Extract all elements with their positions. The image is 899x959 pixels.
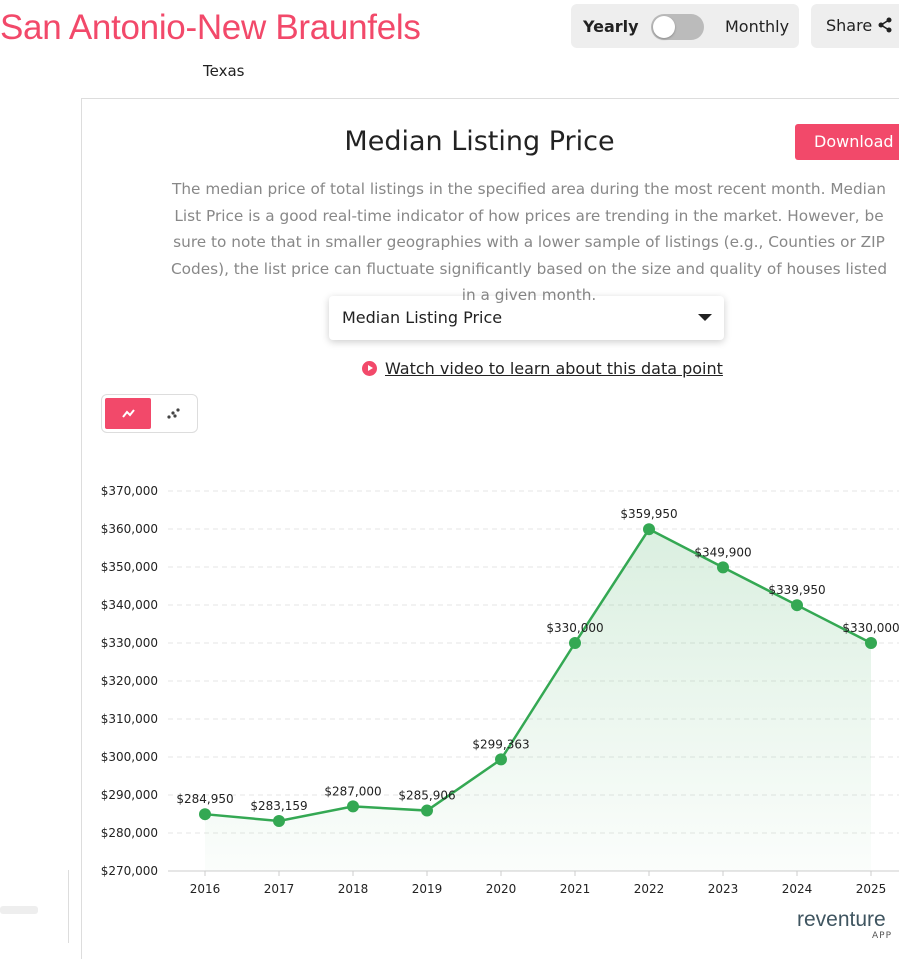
y-tick-label: $330,000 — [101, 636, 158, 650]
y-tick-label: $270,000 — [101, 864, 158, 878]
metric-select-value: Median Listing Price — [342, 308, 503, 327]
series-line — [204, 527, 872, 823]
scatter-chart-button[interactable] — [154, 398, 194, 429]
x-tick-label: 2024 — [782, 882, 813, 896]
data-point — [421, 804, 433, 817]
data-point — [865, 637, 877, 649]
chart-card — [81, 98, 899, 959]
y-tick-label: $350,000 — [101, 560, 158, 574]
data-point — [273, 814, 285, 827]
chart-title: Median Listing Price — [344, 126, 615, 157]
data-point — [495, 753, 507, 766]
sidebar-scrollbar[interactable] — [0, 906, 38, 914]
x-tick-label: 2017 — [264, 882, 295, 896]
data-label: $339,950 — [768, 583, 825, 597]
data-point — [643, 523, 655, 536]
data-label: $349,900 — [694, 545, 751, 559]
page-subtitle: Texas — [203, 62, 245, 80]
caret-down-icon — [698, 314, 712, 321]
share-icon — [878, 17, 892, 33]
y-tick-label: $340,000 — [101, 598, 158, 612]
area-fill — [205, 529, 871, 871]
data-label: $299,363 — [472, 737, 529, 751]
x-tick-label: 2020 — [486, 882, 517, 896]
data-point — [569, 637, 581, 649]
data-label: $287,000 — [324, 784, 381, 798]
toggle-knob — [653, 16, 675, 38]
chart-type-toggle[interactable] — [101, 394, 198, 433]
scatter-chart-icon — [167, 408, 180, 419]
data-label: $359,950 — [620, 507, 677, 521]
x-tick-label: 2016 — [190, 882, 221, 896]
share-label: Share — [826, 16, 873, 35]
y-tick-label: $310,000 — [101, 712, 158, 726]
y-tick-label: $360,000 — [101, 522, 158, 536]
data-point — [717, 561, 729, 574]
data-label: $283,159 — [250, 799, 307, 813]
share-button[interactable]: Share — [811, 4, 899, 48]
data-point — [199, 808, 211, 821]
y-tick-label: $290,000 — [101, 788, 158, 802]
x-tick-label: 2025 — [856, 882, 887, 896]
reventure-logo-sub: APP — [872, 931, 893, 941]
x-tick-label: 2021 — [560, 882, 591, 896]
toggle-switch[interactable] — [651, 14, 704, 40]
toggle-yearly-label[interactable]: Yearly — [583, 17, 639, 36]
x-tick-label: 2018 — [338, 882, 369, 896]
x-tick-label: 2019 — [412, 882, 443, 896]
video-link-text[interactable]: Watch video to learn about this data poi… — [385, 359, 723, 378]
metric-select[interactable]: Median Listing Price — [329, 296, 724, 340]
y-tick-label: $300,000 — [101, 750, 158, 764]
y-tick-label: $370,000 — [101, 484, 158, 498]
line-chart-button[interactable] — [105, 398, 151, 429]
y-tick-label: $280,000 — [101, 826, 158, 840]
data-label: $330,000 — [546, 621, 603, 635]
video-link[interactable]: Watch video to learn about this data poi… — [362, 359, 723, 378]
reventure-logo: reventure — [797, 908, 886, 931]
data-point — [347, 800, 359, 813]
data-point — [791, 599, 803, 612]
page-title: San Antonio-New Braunfels — [0, 8, 421, 47]
data-label: $330,000 — [842, 621, 899, 635]
x-tick-label: 2022 — [634, 882, 665, 896]
data-label: $284,950 — [176, 792, 233, 806]
frequency-toggle[interactable]: Yearly Monthly — [571, 4, 799, 48]
line-chart-icon — [122, 409, 135, 418]
download-button[interactable]: Download Data — [795, 124, 899, 160]
y-tick-label: $320,000 — [101, 674, 158, 688]
chart-description: The median price of total listings in th… — [170, 180, 888, 304]
play-icon — [362, 361, 377, 376]
sidebar-divider — [68, 870, 69, 943]
x-tick-label: 2023 — [708, 882, 739, 896]
data-label: $285,906 — [398, 789, 455, 803]
toggle-monthly-label[interactable]: Monthly — [725, 17, 790, 36]
